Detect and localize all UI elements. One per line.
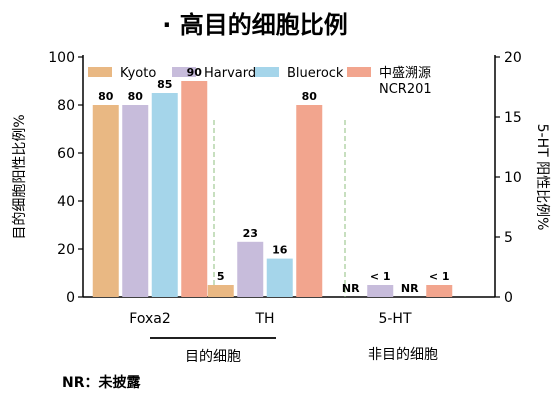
left-tick-label: 60	[57, 146, 75, 162]
data-label: 5	[217, 270, 225, 283]
data-label: 80	[98, 90, 114, 103]
legend-label: 中盛溯源 NCR201	[379, 65, 432, 97]
data-label: 90	[187, 66, 203, 79]
category-label: TH	[254, 311, 274, 327]
legend-swatch	[255, 67, 279, 77]
bar	[266, 258, 293, 297]
legend-swatch	[172, 67, 196, 77]
data-label: NR	[342, 282, 360, 295]
legend-label: Kyoto	[120, 66, 156, 81]
data-label: < 1	[429, 270, 450, 283]
footnote: NR：未披露	[62, 374, 141, 391]
legend-swatch	[347, 67, 371, 77]
data-label: 23	[243, 227, 258, 240]
left-tick-label: 0	[66, 290, 75, 306]
data-label: 85	[157, 78, 172, 91]
left-tick-label: 100	[48, 50, 75, 66]
data-label: 80	[128, 90, 144, 103]
data-label: 16	[272, 244, 288, 257]
data-label: 80	[302, 90, 318, 103]
legend-label: Harvard	[204, 66, 256, 81]
bar	[122, 105, 149, 297]
bar	[237, 241, 264, 297]
bar	[207, 285, 234, 297]
bar	[151, 93, 178, 297]
bar	[181, 81, 208, 297]
left-tick-label: 20	[57, 242, 75, 258]
left-tick-label: 40	[57, 194, 75, 210]
right-tick-label: 20	[504, 50, 522, 66]
bracket-label: 非目的细胞	[368, 347, 438, 363]
right-axis-title: 5-HT 阳性比例%	[534, 124, 550, 231]
right-tick-label: 10	[504, 170, 522, 186]
chart-title: · 高目的细胞比例	[162, 11, 347, 39]
right-tick-label: 15	[504, 110, 522, 126]
bar	[296, 105, 323, 297]
legend-swatch	[88, 67, 112, 77]
left-tick-label: 80	[57, 98, 75, 114]
data-label: < 1	[370, 270, 391, 283]
right-tick-label: 0	[504, 290, 513, 306]
bracket-label: 目的细胞	[185, 349, 241, 365]
left-axis-title: 目的细胞阳性比例%	[12, 114, 28, 239]
category-label: 5-HT	[378, 311, 411, 327]
bar	[92, 105, 119, 297]
bar	[426, 285, 453, 297]
right-tick-label: 5	[504, 230, 513, 246]
category-label: Foxa2	[129, 311, 170, 327]
bar	[367, 285, 394, 297]
legend-label: Bluerock	[287, 66, 344, 81]
data-label: NR	[401, 282, 419, 295]
